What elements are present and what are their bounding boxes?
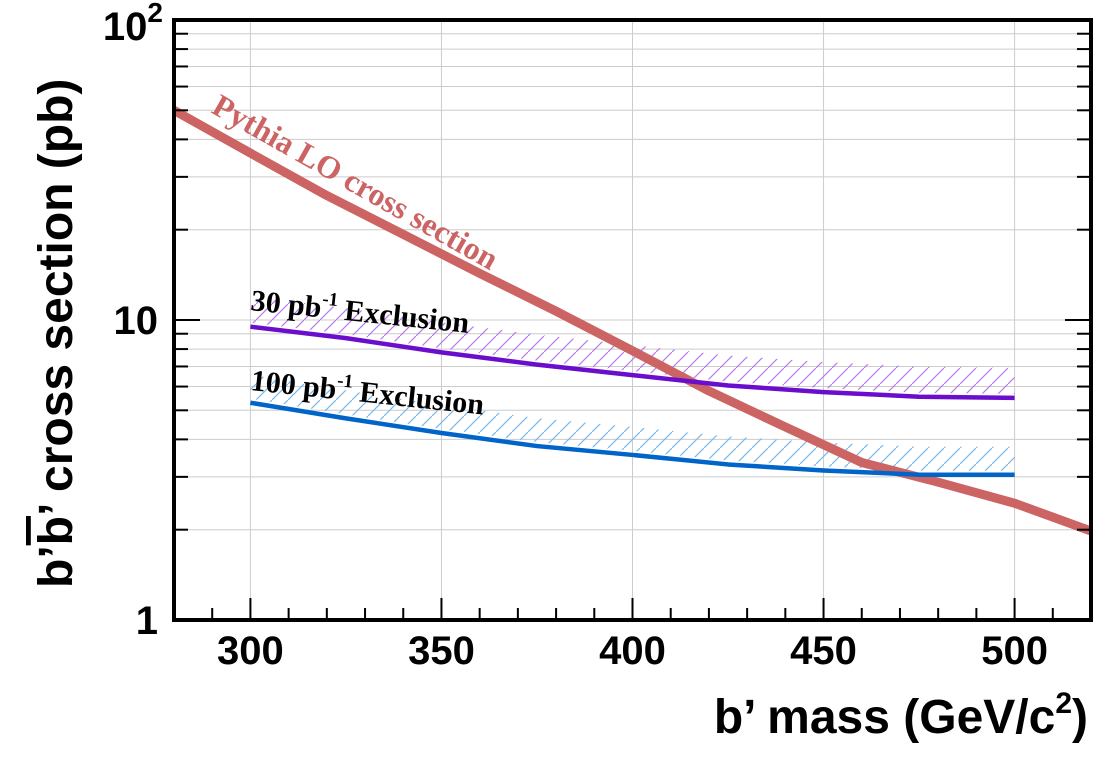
x-tick-label: 500 [981, 629, 1048, 673]
x-tick-label: 350 [408, 629, 475, 673]
pythia-label: Pythia LO cross section [207, 87, 505, 277]
axis-ticks [173, 32, 1092, 621]
y-tick-label: 102 [103, 0, 163, 49]
exclusion-100-curve [250, 400, 1015, 477]
grid-lines [174, 20, 1091, 620]
series-lines [174, 106, 1091, 536]
x-tick-label: 450 [790, 629, 857, 673]
y-tick-label: 1 [136, 599, 158, 643]
x-tick-label: 300 [217, 629, 284, 673]
y-axis-title: b’b’ cross section (pb) [30, 79, 83, 588]
exclusion-30-hatch [250, 296, 1015, 394]
y-tick-label: 10 [114, 299, 159, 343]
tick-labels: 300 350 400 450 500 1 10 102 [103, 0, 1048, 673]
exclusion-30-curve [250, 324, 1015, 401]
x-axis-title: b’ mass (GeV/c2) [714, 687, 1088, 744]
pythia-lo-curve [174, 106, 1091, 536]
x-tick-label: 400 [599, 629, 666, 673]
